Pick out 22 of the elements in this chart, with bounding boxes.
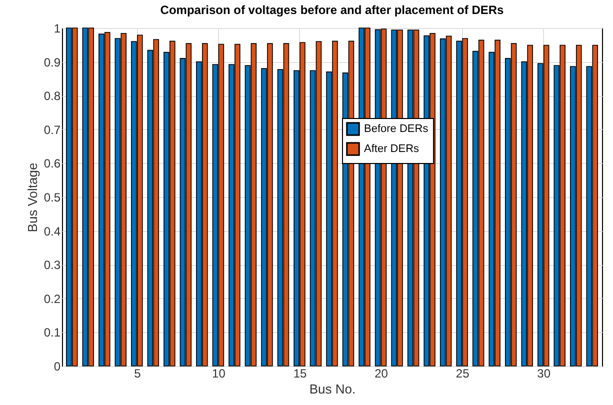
x-tick-label: 20 <box>374 366 388 380</box>
y-tick-label: 0.1 <box>44 326 61 340</box>
legend-label: Before DERs <box>364 123 429 135</box>
legend-label: After DERs <box>364 143 420 155</box>
x-tick-label: 10 <box>212 366 226 380</box>
y-tick-label: 0.2 <box>44 292 61 306</box>
y-tick-label: 0.8 <box>44 89 61 104</box>
chart-title: Comparison of voltages before and after placement of DERs <box>160 3 504 17</box>
x-tick-label: 15 <box>293 366 307 380</box>
x-tick-label: 25 <box>456 366 470 380</box>
y-tick-label: 0.9 <box>44 55 61 70</box>
y-tick-label: 1 <box>54 22 61 36</box>
y-tick-label: 0.6 <box>44 156 61 171</box>
y-tick-label: 0.4 <box>44 224 61 238</box>
y-tick-label: 0.5 <box>44 190 61 204</box>
y-tick-label: 0 <box>54 360 61 374</box>
x-tick-label: 5 <box>134 366 142 380</box>
y-axis-title: Bus Voltage <box>24 162 40 232</box>
x-tick-label: 30 <box>537 366 551 380</box>
y-tick-label: 0.3 <box>44 258 61 272</box>
y-tick-label: 0.7 <box>44 122 61 137</box>
x-axis-title: Bus No. <box>309 382 356 396</box>
